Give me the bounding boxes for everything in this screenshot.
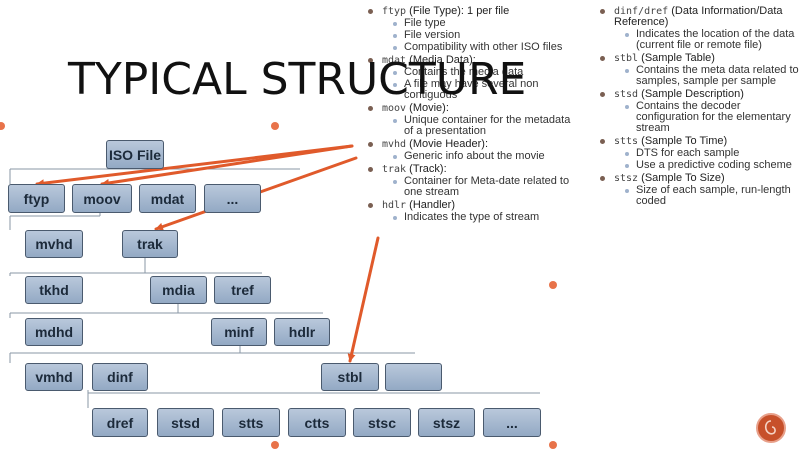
definition-item: dinf/dref (Data Information/Data Referen… (594, 6, 802, 28)
definition-subitem: Compatibility with other ISO files (362, 42, 577, 53)
tree-node-mdhd: mdhd (25, 318, 83, 346)
tree-node-tref: tref (214, 276, 271, 304)
definition-subitem: Size of each sample, run-length coded (594, 185, 802, 207)
definition-item: stts (Sample To Time) (594, 136, 802, 147)
definitions-column-2: dinf/dref (Data Information/Data Referen… (594, 4, 802, 207)
tree-node-mdat: mdat (139, 184, 196, 213)
definition-subitem: Unique container for the metadata of a p… (362, 115, 577, 137)
box-description: (Sample Table) (638, 52, 715, 64)
definition-subitem: Indicates the location of the data (curr… (594, 29, 802, 51)
tree-node-stsz: stsz (418, 408, 475, 437)
box-code: stsz (614, 173, 639, 184)
box-code: stts (614, 136, 639, 147)
definitions-column-1: ftyp (File Type): 1 per file File type Fil… (362, 4, 577, 223)
box-code: ftyp (382, 6, 407, 17)
definition-subitem: Indicates the type of stream (362, 212, 577, 223)
definition-subitem: A file may have several non contiguous (362, 79, 577, 101)
box-code: moov (382, 103, 407, 114)
box-description: (Sample To Time) (638, 135, 728, 147)
tree-node-stsc: stsc (353, 408, 411, 437)
definition-item: stbl (Sample Table) (594, 53, 802, 64)
tree-node-ftyp: ftyp (8, 184, 65, 213)
definition-item: moov (Movie): (362, 103, 577, 114)
box-description: (Sample Description) (638, 88, 744, 100)
definition-item: stsd (Sample Description) (594, 89, 802, 100)
tree-node-ctts: ctts (288, 408, 346, 437)
decorative-dot (271, 122, 279, 130)
definition-subitem: Contains the decoder configuration for t… (594, 101, 802, 134)
box-code: hdlr (382, 200, 407, 211)
tree-node-dref: dref (92, 408, 148, 437)
tree-node-vmhd: vmhd (25, 363, 83, 391)
tree-node-moov: moov (72, 184, 132, 213)
definition-subitem: Generic info about the movie (362, 151, 577, 162)
definition-item: stsz (Sample To Size) (594, 173, 802, 184)
box-code: stsd (614, 89, 639, 100)
brand-logo-icon (756, 413, 786, 443)
box-description: (Movie): (406, 102, 449, 114)
box-description: (Data Information/Data Reference) (614, 5, 783, 28)
box-description: (Sample To Size) (638, 172, 725, 184)
definition-subitem: File version (362, 30, 577, 41)
box-description: (Handler) (406, 199, 455, 211)
slide-title: TYPICAL STRUCTURE (68, 54, 527, 105)
decorative-dot (0, 122, 5, 130)
box-description: (Movie Header): (406, 138, 489, 150)
box-description: (Track): (406, 163, 447, 175)
tree-node-more-2: ... (483, 408, 541, 437)
box-code: mvhd (382, 139, 407, 150)
tree-node-more: ... (204, 184, 261, 213)
definition-item: mdat (Media Data): (362, 55, 577, 66)
tree-node-dinf: dinf (92, 363, 148, 391)
definition-subitem: Container for Meta-date related to one s… (362, 176, 577, 198)
box-code: stbl (614, 53, 639, 64)
definition-subitem: Use a predictive coding scheme (594, 160, 802, 171)
definition-subitem: Contains the media data (362, 67, 577, 78)
arrow-moov (100, 144, 354, 187)
arrow-ftyp (35, 144, 354, 188)
tree-node-minf: minf (211, 318, 267, 346)
tree-node-stbl: stbl (321, 363, 379, 391)
definition-subitem: DTS for each sample (594, 148, 802, 159)
tree-node-mdia: mdia (150, 276, 207, 304)
box-code: trak (382, 164, 407, 175)
box-code: dinf/dref (614, 6, 669, 17)
box-description: (File Type): 1 per file (406, 5, 510, 17)
tree-node-mvhd: mvhd (25, 230, 83, 258)
arrow-stbl (347, 236, 380, 363)
box-description: (Media Data): (406, 54, 476, 66)
definition-subitem: File type (362, 18, 577, 29)
definition-item: trak (Track): (362, 164, 577, 175)
tree-node-stsd: stsd (157, 408, 214, 437)
tree-node-root: ISO File (106, 140, 164, 169)
tree-node-trak: trak (122, 230, 178, 258)
box-code: mdat (382, 55, 407, 66)
tree-node-tkhd: tkhd (25, 276, 83, 304)
decorative-dot (549, 281, 557, 289)
tree-node-hdlr: hdlr (274, 318, 330, 346)
tree-node-stts: stts (222, 408, 280, 437)
definition-subitem: Contains the meta data related to sample… (594, 65, 802, 87)
definition-item: mvhd (Movie Header): (362, 139, 577, 150)
definition-item: ftyp (File Type): 1 per file (362, 6, 577, 17)
definition-item: hdlr (Handler) (362, 200, 577, 211)
tree-node-blank (385, 363, 442, 391)
